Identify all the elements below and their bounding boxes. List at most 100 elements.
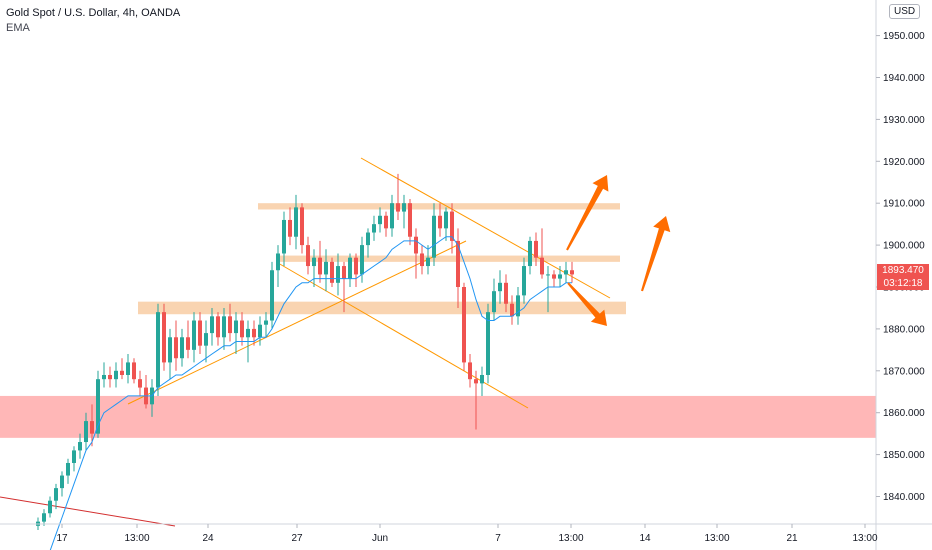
candle-body xyxy=(258,324,262,338)
candle-body xyxy=(228,316,232,334)
candle-body xyxy=(420,253,424,267)
candle-body xyxy=(540,257,544,275)
candle-body xyxy=(432,215,436,258)
falling-channel-upper xyxy=(360,157,611,299)
candle-body xyxy=(360,245,364,275)
price-zones xyxy=(0,203,876,438)
candle-body xyxy=(120,370,124,375)
candle-body xyxy=(510,303,514,317)
candle-body xyxy=(564,270,568,275)
candle-body xyxy=(450,211,454,241)
candle-body xyxy=(264,320,268,325)
price-tick-label: 1910.000 xyxy=(883,199,925,210)
candle-body xyxy=(102,374,106,380)
time-tick-label: 27 xyxy=(291,533,303,544)
candle-body xyxy=(108,374,112,380)
candle-series xyxy=(36,173,574,531)
candle-body xyxy=(456,240,460,287)
candle-body xyxy=(72,450,76,463)
candle-body xyxy=(294,207,298,237)
candle-body xyxy=(354,257,358,275)
candle-body xyxy=(486,312,490,375)
price-tick-label: 1850.000 xyxy=(883,450,925,461)
currency-button[interactable]: USD xyxy=(889,4,921,19)
time-tick-label: 17 xyxy=(56,533,68,544)
candle-body xyxy=(216,316,220,338)
ema-line xyxy=(49,236,572,550)
candle-body xyxy=(552,274,556,279)
candle-body xyxy=(336,266,340,283)
rising-trendline xyxy=(127,240,467,405)
candle-body xyxy=(198,320,202,346)
candle-body xyxy=(204,333,208,346)
candle-body xyxy=(288,219,292,237)
last-price-label: 1893.470 xyxy=(877,264,929,277)
candle-body xyxy=(558,274,562,279)
price-tick-label: 1920.000 xyxy=(883,157,925,168)
candle-body xyxy=(330,261,334,283)
price-tick-label: 1950.000 xyxy=(883,31,925,42)
time-tick-label: 7 xyxy=(495,533,501,544)
candle-body xyxy=(570,270,574,275)
price-tick-label: 1880.000 xyxy=(883,324,925,335)
long-term-trendline xyxy=(0,496,176,527)
price-tick-label: 1870.000 xyxy=(883,366,925,377)
candle-body xyxy=(534,240,538,258)
price-tick-label: 1840.000 xyxy=(883,492,925,503)
resistance-zone-mid xyxy=(278,255,620,262)
candle-body xyxy=(180,337,184,359)
candle-body xyxy=(366,232,370,246)
candle-body xyxy=(270,270,274,321)
candle-body xyxy=(390,203,394,229)
candle-body xyxy=(60,475,64,489)
candle-body xyxy=(186,337,190,350)
chart-legend: Gold Spot / U.S. Dollar, 4h, OANDA EMA xyxy=(6,6,180,36)
support-zone xyxy=(138,301,626,315)
candle-body xyxy=(252,328,256,338)
time-tick-label: Jun xyxy=(372,533,388,544)
candle-body xyxy=(426,257,430,267)
candle-body xyxy=(402,203,406,212)
candle-body xyxy=(342,266,346,279)
trend-lines xyxy=(0,157,611,527)
candle-body xyxy=(42,513,46,522)
candle-body xyxy=(126,362,130,375)
time-tick-label: 21 xyxy=(786,533,798,544)
candle-body xyxy=(324,261,328,275)
candle-body xyxy=(438,215,442,229)
projection-arrows xyxy=(566,175,671,326)
symbol-title[interactable]: Gold Spot / U.S. Dollar, 4h, OANDA xyxy=(6,7,181,19)
candle-body xyxy=(318,257,322,275)
candle-body xyxy=(396,203,400,212)
candle-body xyxy=(306,245,310,267)
time-tick-label: 13:00 xyxy=(558,533,583,544)
candle-body xyxy=(300,207,304,246)
candle-body xyxy=(498,282,502,292)
candle-body xyxy=(372,224,376,233)
ema-series xyxy=(49,236,572,550)
time-tick-label: 13:00 xyxy=(852,533,877,544)
candle-body xyxy=(492,291,496,313)
time-tick-label: 24 xyxy=(202,533,214,544)
candle-body xyxy=(474,379,478,384)
price-tick-label: 1930.000 xyxy=(883,115,925,126)
candle-body xyxy=(132,362,136,380)
candle-body xyxy=(66,462,70,476)
candle-body xyxy=(444,211,448,229)
candle-body xyxy=(84,421,88,443)
candle-body xyxy=(516,295,520,317)
candle-body xyxy=(462,287,466,363)
time-axis[interactable]: 17 13:00 24 27 Jun 7 13:00 14 13:00 21 13:00 xyxy=(56,524,878,544)
candle-body xyxy=(54,488,58,501)
falling-channel-lower xyxy=(277,262,529,409)
time-tick-label: 13:00 xyxy=(124,533,149,544)
candle-body xyxy=(408,203,412,237)
countdown-label: 03:12:18 xyxy=(877,277,929,290)
candle-body xyxy=(210,316,214,334)
candle-body xyxy=(162,312,166,363)
candle-body xyxy=(378,215,382,225)
time-tick-label: 14 xyxy=(639,533,651,544)
candle-body xyxy=(246,328,250,338)
indicator-label[interactable]: EMA xyxy=(6,22,30,34)
